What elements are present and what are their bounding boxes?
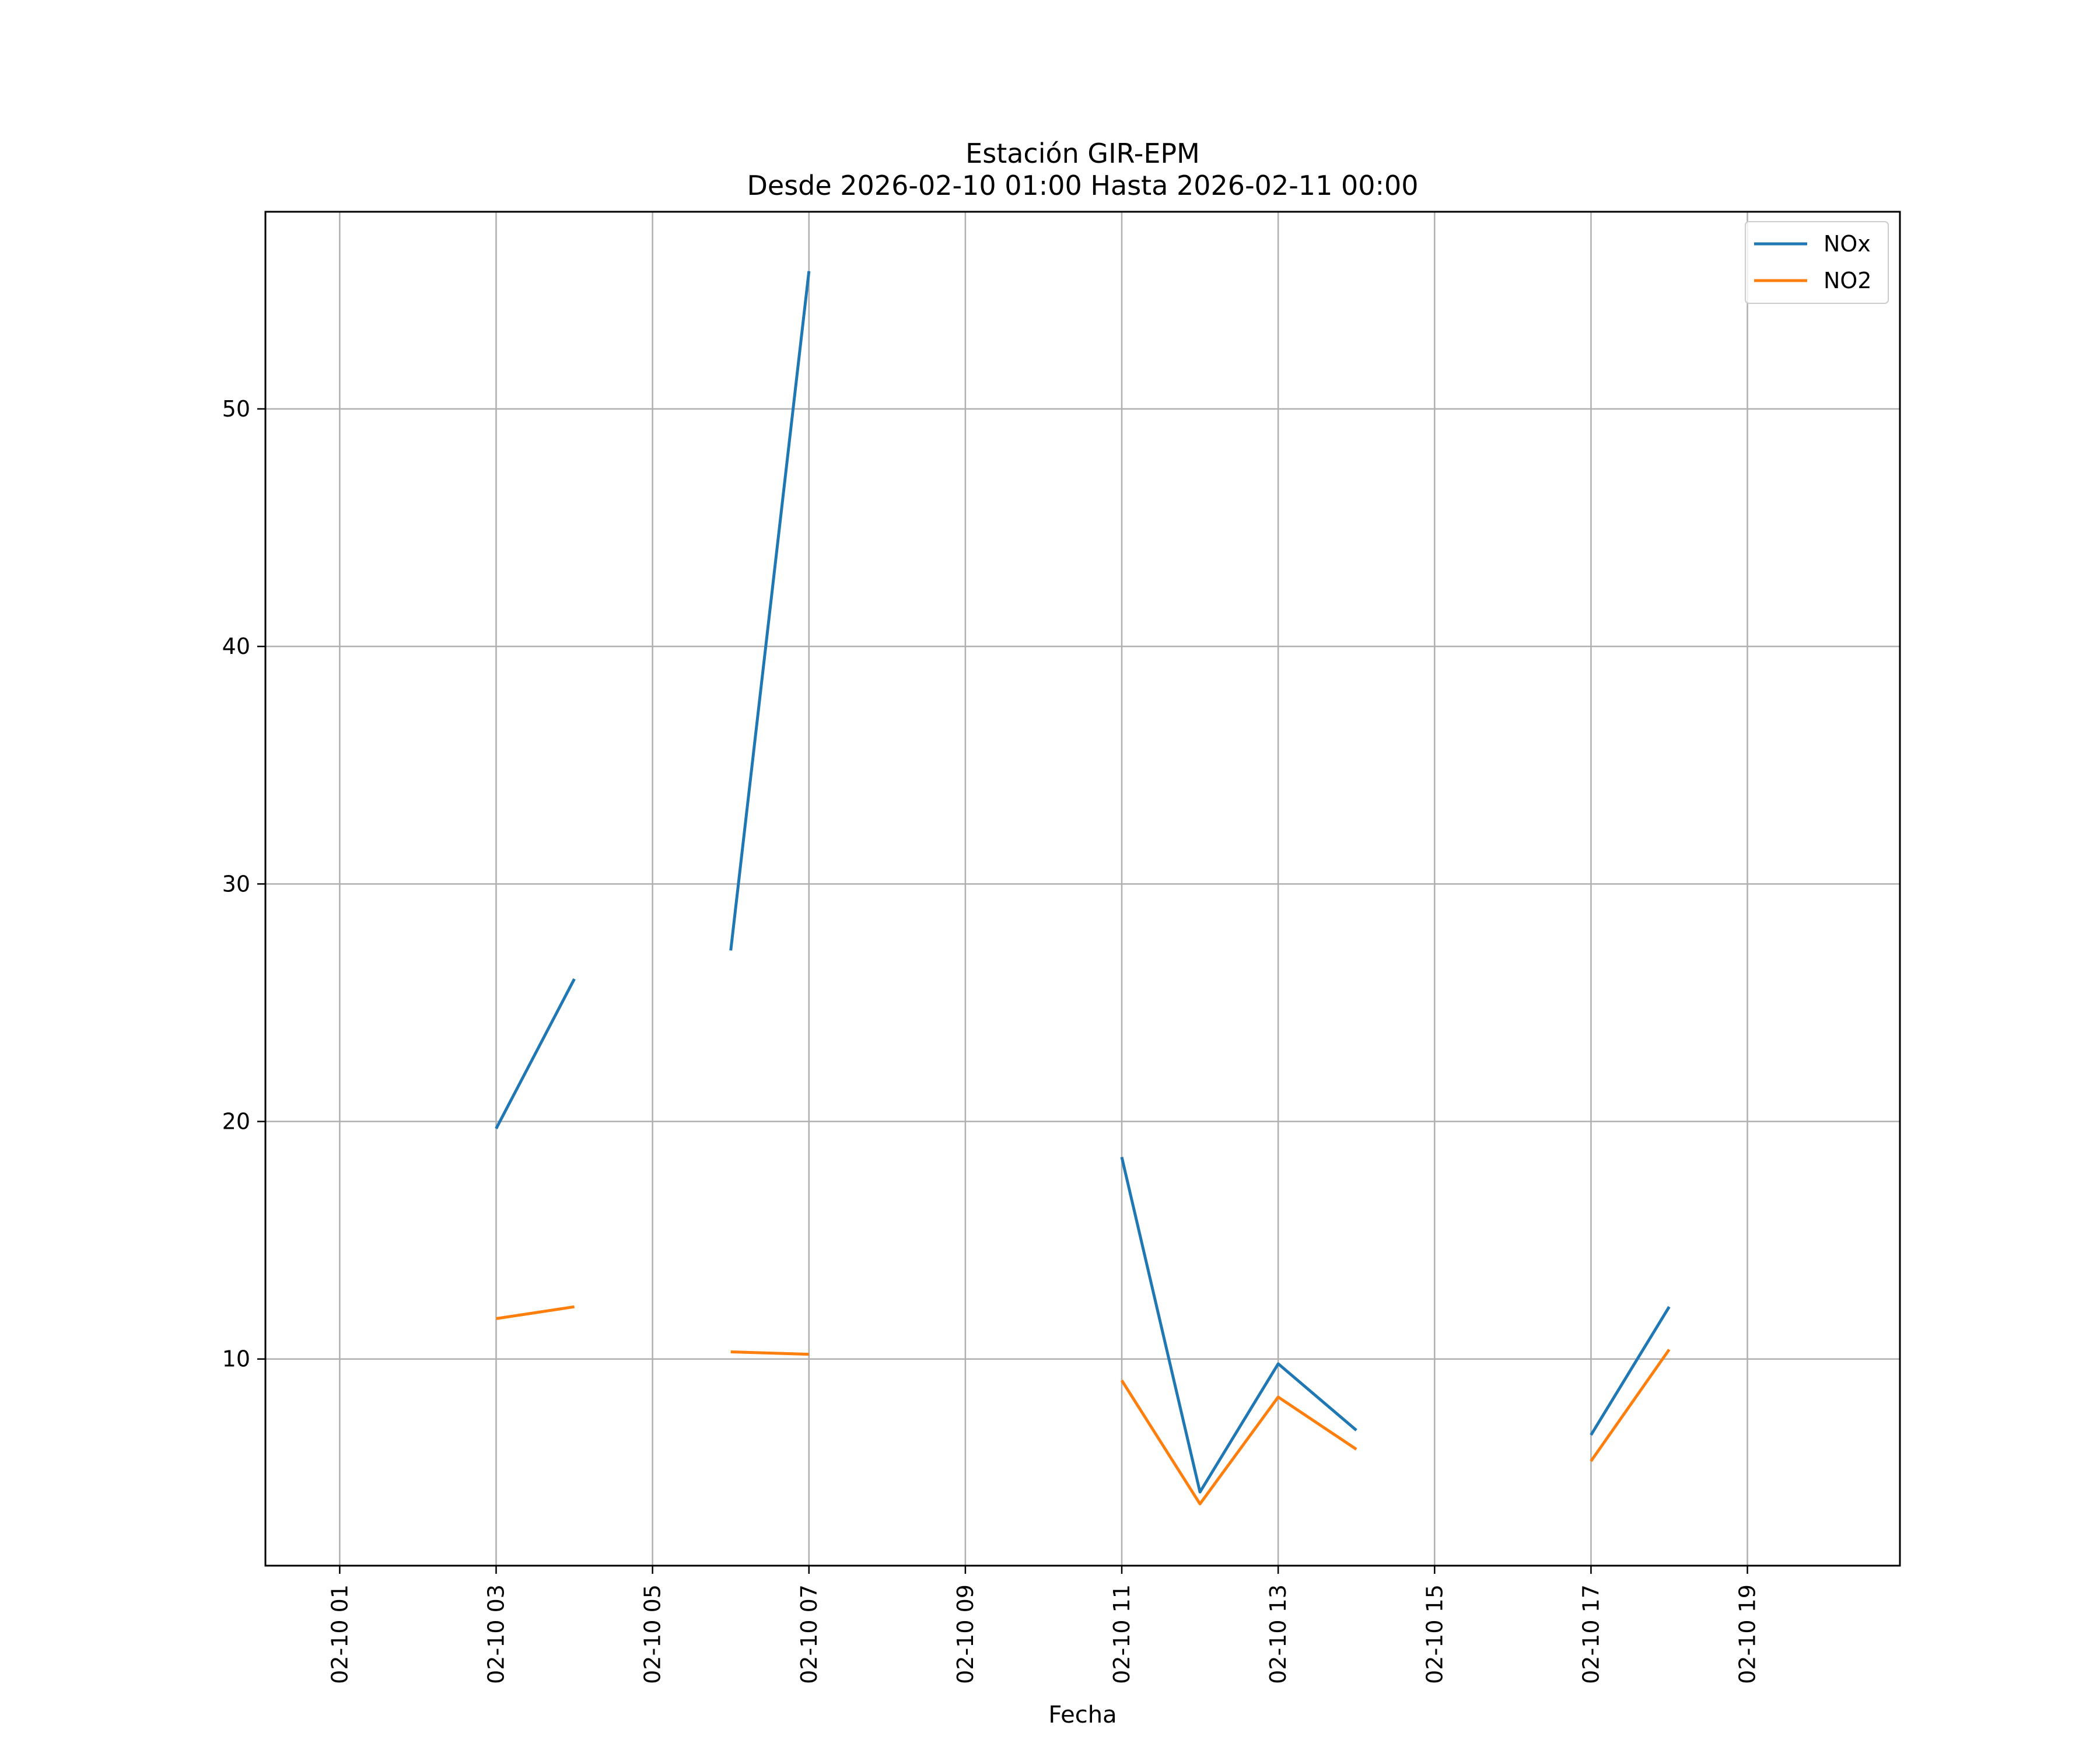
x-tick-label: 02-10 07 bbox=[796, 1584, 822, 1684]
legend-label-nox: NOx bbox=[1824, 231, 1871, 257]
grid bbox=[265, 212, 1900, 1566]
series-line-no2 bbox=[1120, 1380, 1357, 1506]
x-tick-label: 02-10 13 bbox=[1265, 1584, 1291, 1684]
series-line-nox bbox=[729, 271, 811, 951]
y-tick-label: 20 bbox=[222, 1109, 250, 1135]
y-tick-label: 40 bbox=[222, 634, 250, 659]
chart-subtitle: Desde 2026-02-10 01:00 Hasta 2026-02-11 … bbox=[747, 170, 1418, 201]
series-line-no2 bbox=[1590, 1349, 1671, 1462]
x-tick-label: 02-10 17 bbox=[1578, 1584, 1604, 1684]
y-axis: 10 20 30 40 50 bbox=[222, 396, 265, 1372]
legend: NOx NO2 bbox=[1745, 221, 1889, 304]
plot-lines bbox=[495, 271, 1671, 1506]
plot-frame bbox=[264, 211, 1901, 1567]
x-tick-label: 02-10 09 bbox=[953, 1584, 978, 1684]
legend-box bbox=[1745, 221, 1889, 304]
series-line-no2 bbox=[730, 1350, 809, 1356]
series-line-no2 bbox=[496, 1305, 575, 1320]
legend-label-no2: NO2 bbox=[1824, 268, 1872, 293]
x-tick-label: 02-10 11 bbox=[1109, 1584, 1135, 1684]
x-tick-label: 02-10 15 bbox=[1422, 1584, 1447, 1684]
series-line-nox bbox=[1590, 1306, 1671, 1436]
y-tick-label: 50 bbox=[222, 396, 250, 422]
x-tick-label: 02-10 05 bbox=[640, 1584, 666, 1684]
x-tick-label: 02-10 19 bbox=[1735, 1584, 1760, 1684]
chart-title: Estación GIR-EPM bbox=[965, 138, 1200, 169]
series-line-nox bbox=[495, 978, 576, 1129]
y-tick-label: 10 bbox=[222, 1346, 250, 1372]
x-tick-label: 02-10 01 bbox=[327, 1584, 352, 1684]
x-axis: 02-10 01 02-10 03 02-10 05 02-10 07 02-10 09… bbox=[327, 1566, 1760, 1684]
y-tick-label: 30 bbox=[222, 871, 250, 897]
x-tick-label: 02-10 03 bbox=[483, 1584, 509, 1684]
series-line-nox bbox=[1120, 1157, 1357, 1494]
x-axis-label: Fecha bbox=[1048, 1702, 1116, 1728]
